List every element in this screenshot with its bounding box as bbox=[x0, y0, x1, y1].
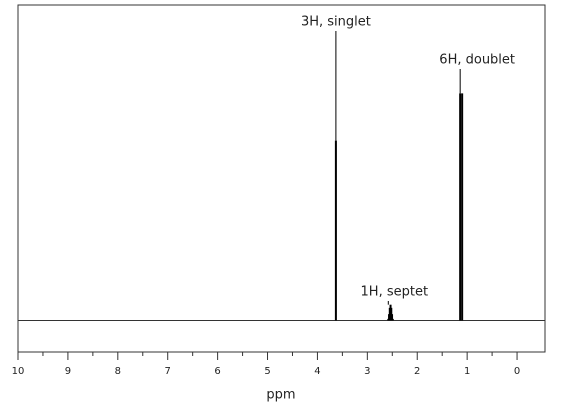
x-tick-label: 8 bbox=[115, 366, 121, 377]
plot-frame bbox=[17, 4, 546, 353]
x-tick-label: 9 bbox=[65, 366, 71, 377]
x-tick-label: 5 bbox=[264, 366, 270, 377]
x-tick-label: 4 bbox=[314, 366, 320, 377]
x-tick-label: 0 bbox=[514, 366, 520, 377]
x-tick-label: 1 bbox=[464, 366, 470, 377]
x-tick-label: 7 bbox=[165, 366, 171, 377]
peak-label: 1H, septet bbox=[361, 285, 429, 300]
x-tick-label: 6 bbox=[214, 366, 220, 377]
peak-label: 6H, doublet bbox=[439, 53, 515, 68]
x-axis: 10 9 8 7 6 5 4 3 2 1 0 bbox=[12, 352, 520, 377]
x-axis-label: ppm bbox=[266, 388, 295, 403]
x-tick-label: 3 bbox=[364, 366, 370, 377]
x-tick-label: 2 bbox=[414, 366, 420, 377]
x-tick-label: 10 bbox=[12, 366, 25, 377]
peak-label: 3H, singlet bbox=[301, 15, 371, 30]
